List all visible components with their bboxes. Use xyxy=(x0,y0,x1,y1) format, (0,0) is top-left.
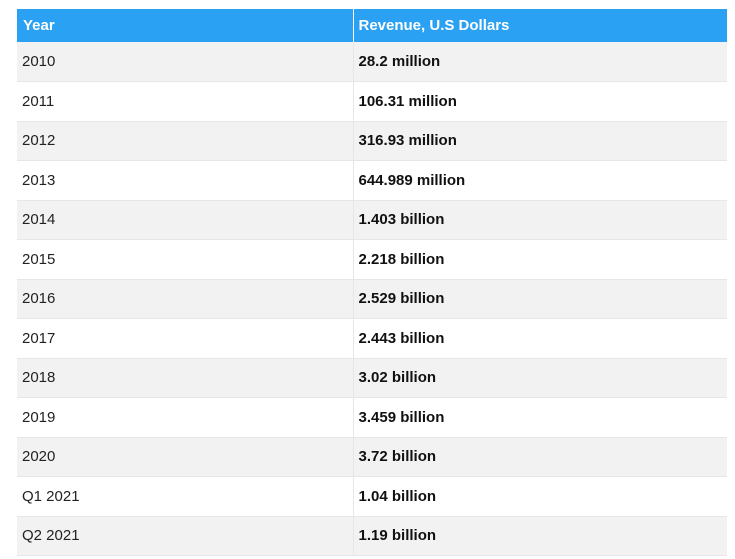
table-row: 2020 3.72 billion xyxy=(17,437,727,477)
table-row: 2018 3.02 billion xyxy=(17,358,727,398)
year-cell: 2018 xyxy=(17,358,354,398)
year-cell: Q2 2021 xyxy=(17,516,354,556)
revenue-cell: 316.93 million xyxy=(353,121,727,161)
revenue-cell: 2.218 billion xyxy=(353,239,727,280)
table-row: 2016 2.529 billion xyxy=(17,279,727,319)
revenue-table-container: Year Revenue, U.S Dollars 2010 28.2 mill… xyxy=(17,9,727,556)
year-cell: 2010 xyxy=(17,42,354,82)
year-cell: 2020 xyxy=(17,437,354,477)
revenue-cell: 2.443 billion xyxy=(353,318,727,359)
revenue-cell: 106.31 million xyxy=(353,81,727,122)
year-cell: Q1 2021 xyxy=(17,476,354,517)
year-cell: 2016 xyxy=(17,279,354,319)
year-cell: 2014 xyxy=(17,200,354,240)
table-header: Year Revenue, U.S Dollars xyxy=(17,9,727,42)
table-row: 2011 106.31 million xyxy=(17,81,727,122)
year-cell: 2017 xyxy=(17,318,354,359)
revenue-cell: 2.529 billion xyxy=(353,279,727,319)
revenue-cell: 1.403 billion xyxy=(353,200,727,240)
table-row: Q1 2021 1.04 billion xyxy=(17,476,727,517)
year-cell: 2011 xyxy=(17,81,354,122)
revenue-table: Year Revenue, U.S Dollars 2010 28.2 mill… xyxy=(17,9,727,556)
revenue-cell: 3.459 billion xyxy=(353,397,727,438)
revenue-cell: 3.02 billion xyxy=(353,358,727,398)
table-row: 2014 1.403 billion xyxy=(17,200,727,240)
table-row: 2013 644.989 million xyxy=(17,160,727,201)
table-row: Q2 2021 1.19 billion xyxy=(17,516,727,556)
header-row: Year Revenue, U.S Dollars xyxy=(17,9,727,42)
year-cell: 2015 xyxy=(17,239,354,280)
table-row: 2019 3.459 billion xyxy=(17,397,727,438)
revenue-column-header: Revenue, U.S Dollars xyxy=(353,9,727,42)
revenue-cell: 644.989 million xyxy=(353,160,727,201)
table-row: 2010 28.2 million xyxy=(17,42,727,82)
year-column-header: Year xyxy=(17,9,354,42)
table-row: 2015 2.218 billion xyxy=(17,239,727,280)
table-body: 2010 28.2 million 2011 106.31 million 20… xyxy=(17,42,727,556)
year-cell: 2012 xyxy=(17,121,354,161)
year-cell: 2013 xyxy=(17,160,354,201)
revenue-cell: 3.72 billion xyxy=(353,437,727,477)
revenue-cell: 28.2 million xyxy=(353,42,727,82)
revenue-cell: 1.04 billion xyxy=(353,476,727,517)
table-row: 2017 2.443 billion xyxy=(17,318,727,359)
year-cell: 2019 xyxy=(17,397,354,438)
revenue-cell: 1.19 billion xyxy=(353,516,727,556)
table-row: 2012 316.93 million xyxy=(17,121,727,161)
